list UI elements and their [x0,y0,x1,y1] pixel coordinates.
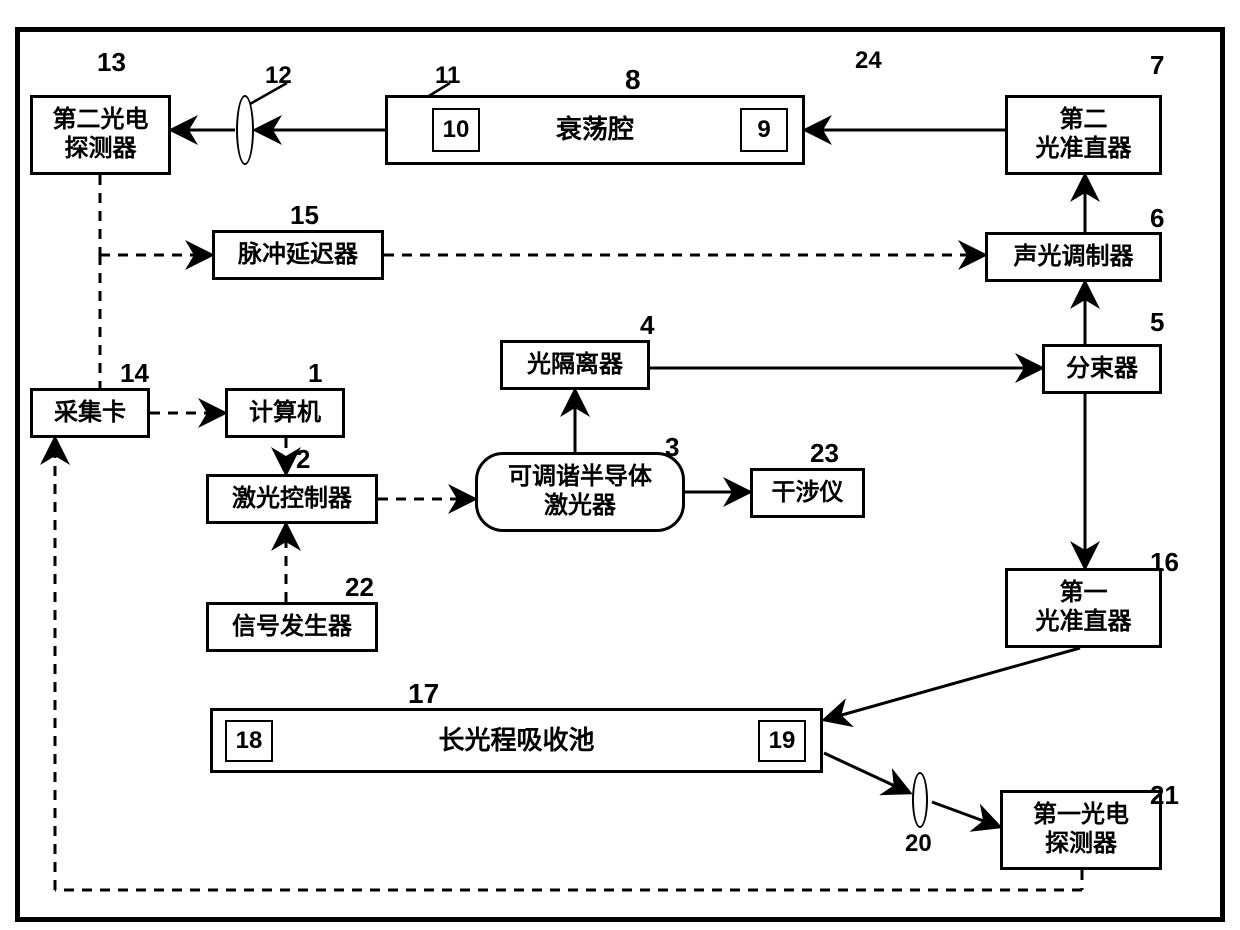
lens-l12 [236,95,254,165]
node-label: 脉冲延迟器 [238,241,358,270]
node-label: 采集卡 [54,399,126,428]
edge [932,802,1000,827]
node-label: 激光控制器 [232,485,352,514]
node-n2: 激光控制器 [206,474,378,524]
inner-num-n9: 9 [740,108,788,152]
node-label: 光隔离器 [527,351,623,380]
node-n16: 第一 光准直器 [1005,568,1162,648]
node-n23: 干涉仪 [750,468,865,518]
num-label-n3: 3 [665,432,679,463]
node-label: 声光调制器 [1014,243,1134,272]
num-label-n23: 23 [810,438,839,469]
inner-num-label: 18 [236,727,263,755]
node-label: 第一 光准直器 [1036,579,1132,637]
node-n5: 分束器 [1042,344,1162,394]
edge [824,753,910,793]
node-n17: 长光程吸收池 [210,708,823,773]
num-label-n13: 13 [97,47,126,78]
node-n21: 第一光电 探测器 [1000,790,1162,870]
inner-num-label: 19 [769,727,796,755]
lens-l20 [912,772,928,828]
num-label-n7: 7 [1150,50,1164,81]
node-n22: 信号发生器 [206,602,378,652]
node-label: 第一光电 探测器 [1033,801,1129,859]
node-label: 计算机 [249,399,321,428]
inner-num-label: 10 [443,116,470,144]
num-label-n5: 5 [1150,307,1164,338]
node-label: 衰荡腔 [556,114,634,145]
inner-num-label: 9 [757,116,770,144]
num-label-n22: 22 [345,572,374,603]
misc-label-n11: 11 [435,62,460,90]
node-label: 信号发生器 [232,613,352,642]
node-label: 第二光电 探测器 [53,106,149,164]
misc-label-n24: 24 [855,47,882,75]
inner-num-n18: 18 [225,720,273,762]
inner-num-n10: 10 [432,108,480,152]
node-n4: 光隔离器 [500,340,650,390]
num-label-n21: 21 [1150,780,1179,811]
node-n6: 声光调制器 [985,232,1162,282]
num-label-n1: 1 [308,358,322,389]
num-label-n14: 14 [120,358,149,389]
inner-num-n19: 19 [758,720,806,762]
misc-label-n12: 12 [265,62,292,90]
num-label-n16: 16 [1150,547,1179,578]
num-label-n4: 4 [640,310,654,341]
node-n15: 脉冲延迟器 [212,230,384,280]
num-label-n15: 15 [290,200,319,231]
node-n3: 可调谐半导体 激光器 [475,452,685,532]
node-n13: 第二光电 探测器 [30,95,171,175]
num-label-n2: 2 [296,444,310,475]
node-label: 可调谐半导体 激光器 [508,463,652,521]
misc-label-n20: 20 [905,830,932,858]
node-label: 分束器 [1066,355,1138,384]
node-n7: 第二 光准直器 [1005,95,1162,175]
edge [824,648,1080,720]
node-label: 长光程吸收池 [438,725,594,756]
node-label: 干涉仪 [772,479,844,508]
num-label-n8: 8 [625,64,641,96]
node-label: 第二 光准直器 [1036,106,1132,164]
node-n1: 计算机 [225,388,345,438]
num-label-n17: 17 [408,678,439,710]
num-label-n6: 6 [1150,203,1164,234]
node-n14: 采集卡 [30,388,150,438]
